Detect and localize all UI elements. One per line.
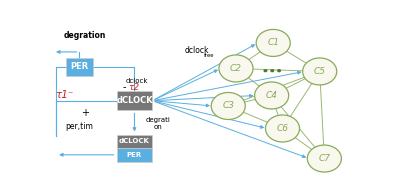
Text: C1: C1: [267, 38, 279, 47]
Text: free: free: [204, 53, 214, 58]
Text: dclock: dclock: [126, 78, 148, 84]
Ellipse shape: [307, 145, 342, 172]
Text: C4: C4: [266, 91, 278, 100]
Text: degration: degration: [64, 31, 106, 40]
Text: dCLOCK: dCLOCK: [119, 138, 150, 144]
Text: degrati
on: degrati on: [146, 117, 170, 130]
Text: τ2: τ2: [128, 83, 139, 92]
Text: C7: C7: [318, 154, 330, 163]
Text: dCLOCK: dCLOCK: [116, 96, 153, 105]
Text: C2: C2: [230, 64, 242, 73]
Text: C3: C3: [222, 101, 234, 111]
Ellipse shape: [264, 69, 268, 72]
Text: τ1⁻: τ1⁻: [56, 90, 74, 100]
Text: -: -: [123, 82, 126, 92]
FancyBboxPatch shape: [66, 58, 94, 76]
Text: PER: PER: [127, 152, 142, 158]
Ellipse shape: [277, 69, 281, 72]
Ellipse shape: [303, 58, 337, 85]
Text: C5: C5: [314, 67, 326, 76]
Ellipse shape: [256, 29, 290, 56]
Text: PER: PER: [70, 62, 88, 71]
FancyBboxPatch shape: [117, 135, 152, 148]
Text: per,tim: per,tim: [65, 121, 93, 130]
Ellipse shape: [219, 55, 253, 82]
Text: +: +: [81, 108, 89, 119]
Ellipse shape: [270, 69, 274, 72]
Ellipse shape: [211, 92, 245, 120]
Text: dclock: dclock: [185, 46, 209, 55]
Text: C6: C6: [276, 124, 288, 133]
Ellipse shape: [266, 115, 300, 142]
Ellipse shape: [254, 82, 289, 109]
FancyBboxPatch shape: [117, 91, 152, 111]
FancyBboxPatch shape: [117, 148, 152, 161]
